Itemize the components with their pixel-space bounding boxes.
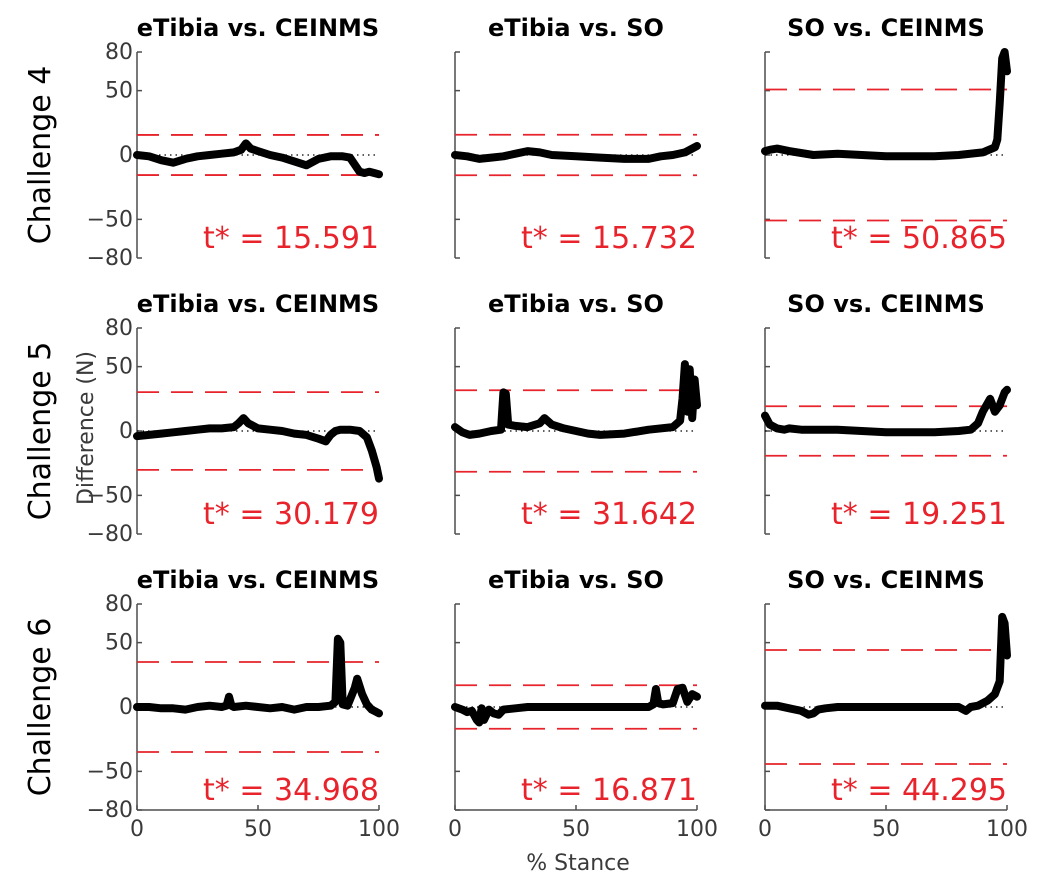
- panel-title: SO vs. CEINMS: [787, 290, 985, 318]
- y-tick-label: −50: [87, 759, 133, 784]
- panel: eTibia vs. SO t* = 15.732: [451, 14, 701, 259]
- x-tick-label: 0: [130, 817, 144, 842]
- y-tick-label: 50: [105, 79, 133, 104]
- difference-series-line: [761, 48, 1011, 161]
- panel-title: eTibia vs. SO: [488, 566, 664, 594]
- difference-series-line: [133, 634, 383, 718]
- difference-series-line: [133, 139, 383, 179]
- y-tick-label: 0: [119, 419, 133, 444]
- panel-title: eTibia vs. CEINMS: [137, 566, 379, 594]
- y-tick-label: 50: [105, 631, 133, 656]
- y-tick-label: 80: [105, 316, 133, 341]
- row-label: Challenge 4: [23, 66, 58, 245]
- tstar-label: t* = 34.968: [203, 773, 379, 808]
- x-tick-label: 100: [986, 817, 1028, 842]
- y-tick-label: −80: [87, 246, 133, 271]
- panel-title: eTibia vs. CEINMS: [137, 14, 379, 42]
- difference-series-line: [451, 142, 701, 163]
- tstar-label: t* = 19.251: [831, 497, 1007, 532]
- tstar-label: t* = 44.295: [831, 773, 1007, 808]
- panel: SO vs. CEINMS t* = 50.865: [761, 14, 1011, 259]
- difference-series-line: [451, 360, 701, 439]
- y-tick-label: −50: [87, 207, 133, 232]
- y-axis-label: Difference (N): [74, 351, 99, 505]
- x-axis-label: % Stance: [526, 851, 630, 876]
- panel-title: SO vs. CEINMS: [787, 14, 985, 42]
- x-tick-label: 100: [676, 817, 718, 842]
- panel: SO vs. CEINMS t* = 19.251: [761, 290, 1011, 535]
- y-tick-label: −80: [87, 798, 133, 823]
- difference-series-line: [761, 612, 1011, 719]
- tstar-label: t* = 50.865: [831, 221, 1007, 256]
- panel-title: eTibia vs. SO: [488, 290, 664, 318]
- y-tick-label: 80: [105, 40, 133, 65]
- x-tick-label: 100: [358, 817, 400, 842]
- y-tick-label: 50: [105, 355, 133, 380]
- tstar-label: t* = 30.179: [203, 497, 379, 532]
- tstar-label: t* = 15.732: [521, 221, 697, 256]
- y-tick-label: −80: [87, 522, 133, 547]
- tstar-label: t* = 16.871: [521, 773, 697, 808]
- y-tick-label: 0: [119, 143, 133, 168]
- y-tick-label: 80: [105, 592, 133, 617]
- difference-series-line: [761, 385, 1011, 437]
- x-tick-label: 0: [758, 817, 772, 842]
- row-label: Challenge 6: [23, 618, 58, 797]
- tstar-label: t* = 15.591: [203, 221, 379, 256]
- panel-title: eTibia vs. CEINMS: [137, 290, 379, 318]
- difference-series-line: [133, 414, 383, 483]
- panel: SO vs. CEINMS 0 50 100 t* = 44.295: [758, 566, 1028, 842]
- difference-series-line: [451, 683, 701, 727]
- x-tick-label: 50: [872, 817, 900, 842]
- x-tick-label: 50: [562, 817, 590, 842]
- panel: eTibia vs. SO t* = 31.642: [451, 290, 701, 535]
- tstar-label: t* = 31.642: [521, 497, 697, 532]
- row-label: Challenge 5: [23, 342, 58, 521]
- panel-title: SO vs. CEINMS: [787, 566, 985, 594]
- y-tick-label: −50: [87, 483, 133, 508]
- panel-title: eTibia vs. SO: [488, 14, 664, 42]
- x-tick-label: 0: [448, 817, 462, 842]
- x-tick-label: 50: [244, 817, 272, 842]
- panel: eTibia vs. SO 0 50 100 t* = 16.871: [448, 566, 718, 842]
- y-tick-label: 0: [119, 695, 133, 720]
